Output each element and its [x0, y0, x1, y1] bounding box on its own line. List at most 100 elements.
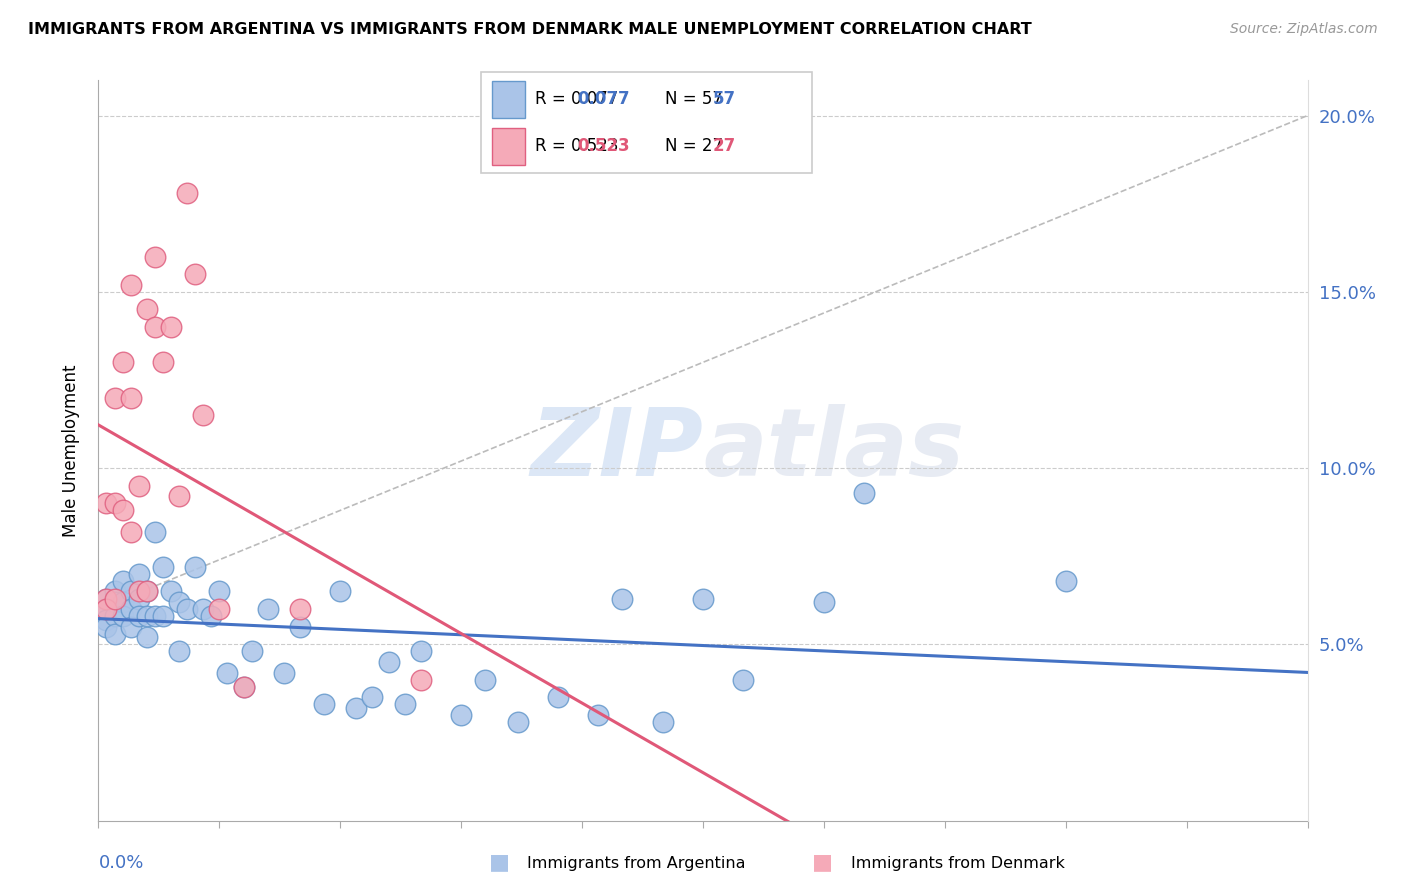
Point	[733, 673, 755, 687]
Point	[120, 602, 142, 616]
Point	[377, 655, 399, 669]
Point	[361, 690, 384, 705]
FancyBboxPatch shape	[481, 72, 813, 173]
Point	[128, 479, 150, 493]
Point	[329, 584, 352, 599]
Point	[217, 665, 239, 680]
Point	[96, 591, 118, 606]
Text: N = 57: N = 57	[665, 90, 723, 108]
Point	[128, 591, 150, 606]
Point	[103, 595, 125, 609]
Point	[96, 602, 118, 616]
Point	[184, 267, 207, 281]
Text: 27: 27	[713, 137, 735, 155]
Point	[143, 609, 166, 624]
Point	[111, 574, 134, 588]
Point	[651, 714, 673, 729]
Point	[692, 591, 714, 606]
Point	[103, 391, 125, 405]
Point	[111, 503, 134, 517]
Point	[143, 320, 166, 334]
Point	[240, 644, 263, 658]
Point	[506, 714, 529, 729]
Text: 0.0%: 0.0%	[98, 854, 143, 872]
Text: R = 0.523: R = 0.523	[536, 137, 619, 155]
Point	[96, 613, 118, 627]
Point	[96, 620, 118, 634]
Point	[184, 559, 207, 574]
Y-axis label: Male Unemployment: Male Unemployment	[62, 364, 80, 537]
Point	[103, 609, 125, 624]
Point	[1054, 574, 1077, 588]
Point	[314, 698, 336, 712]
Point	[152, 609, 174, 624]
Text: ZIP: ZIP	[530, 404, 703, 497]
Text: R = 0.077: R = 0.077	[536, 90, 619, 108]
Point	[394, 698, 416, 712]
Point	[208, 602, 231, 616]
Text: atlas: atlas	[703, 404, 965, 497]
Text: 0.077: 0.077	[578, 90, 630, 108]
Point	[167, 489, 190, 503]
Point	[344, 701, 367, 715]
Point	[232, 680, 254, 694]
Point	[96, 591, 118, 606]
Text: 0.523: 0.523	[578, 137, 630, 155]
Point	[586, 707, 609, 722]
Point	[103, 627, 125, 641]
Point	[135, 584, 157, 599]
Point	[120, 584, 142, 599]
Text: N = 27: N = 27	[665, 137, 723, 155]
Point	[120, 277, 142, 292]
Point	[152, 355, 174, 369]
Point	[450, 707, 472, 722]
Bar	[492, 128, 526, 165]
Point	[288, 620, 311, 634]
Point	[813, 595, 835, 609]
Point	[111, 609, 134, 624]
Point	[200, 609, 222, 624]
Text: 57: 57	[713, 90, 735, 108]
Point	[232, 680, 254, 694]
Point	[103, 591, 125, 606]
Point	[176, 186, 198, 200]
Point	[160, 320, 183, 334]
Point	[167, 595, 190, 609]
Point	[120, 391, 142, 405]
Point	[128, 566, 150, 581]
Point	[474, 673, 496, 687]
Point	[120, 620, 142, 634]
Point	[547, 690, 569, 705]
Point	[96, 496, 118, 510]
Point	[135, 609, 157, 624]
Point	[135, 630, 157, 644]
Point	[128, 584, 150, 599]
Point	[160, 584, 183, 599]
Text: ■: ■	[489, 852, 509, 871]
Point	[288, 602, 311, 616]
Point	[111, 355, 134, 369]
Point	[143, 524, 166, 539]
Point	[135, 302, 157, 317]
Bar	[492, 80, 526, 118]
Text: Source: ZipAtlas.com: Source: ZipAtlas.com	[1230, 22, 1378, 37]
Point	[409, 644, 432, 658]
Text: Immigrants from Argentina: Immigrants from Argentina	[527, 856, 745, 871]
Text: ■: ■	[813, 852, 832, 871]
Point	[143, 250, 166, 264]
Point	[135, 584, 157, 599]
Point	[120, 524, 142, 539]
Point	[273, 665, 295, 680]
Point	[152, 559, 174, 574]
Point	[176, 602, 198, 616]
Point	[167, 644, 190, 658]
Point	[853, 485, 876, 500]
Point	[103, 496, 125, 510]
Text: IMMIGRANTS FROM ARGENTINA VS IMMIGRANTS FROM DENMARK MALE UNEMPLOYMENT CORRELATI: IMMIGRANTS FROM ARGENTINA VS IMMIGRANTS …	[28, 22, 1032, 37]
Point	[256, 602, 278, 616]
Point	[193, 408, 215, 422]
Point	[111, 595, 134, 609]
Point	[103, 584, 125, 599]
Point	[96, 602, 118, 616]
Point	[128, 609, 150, 624]
